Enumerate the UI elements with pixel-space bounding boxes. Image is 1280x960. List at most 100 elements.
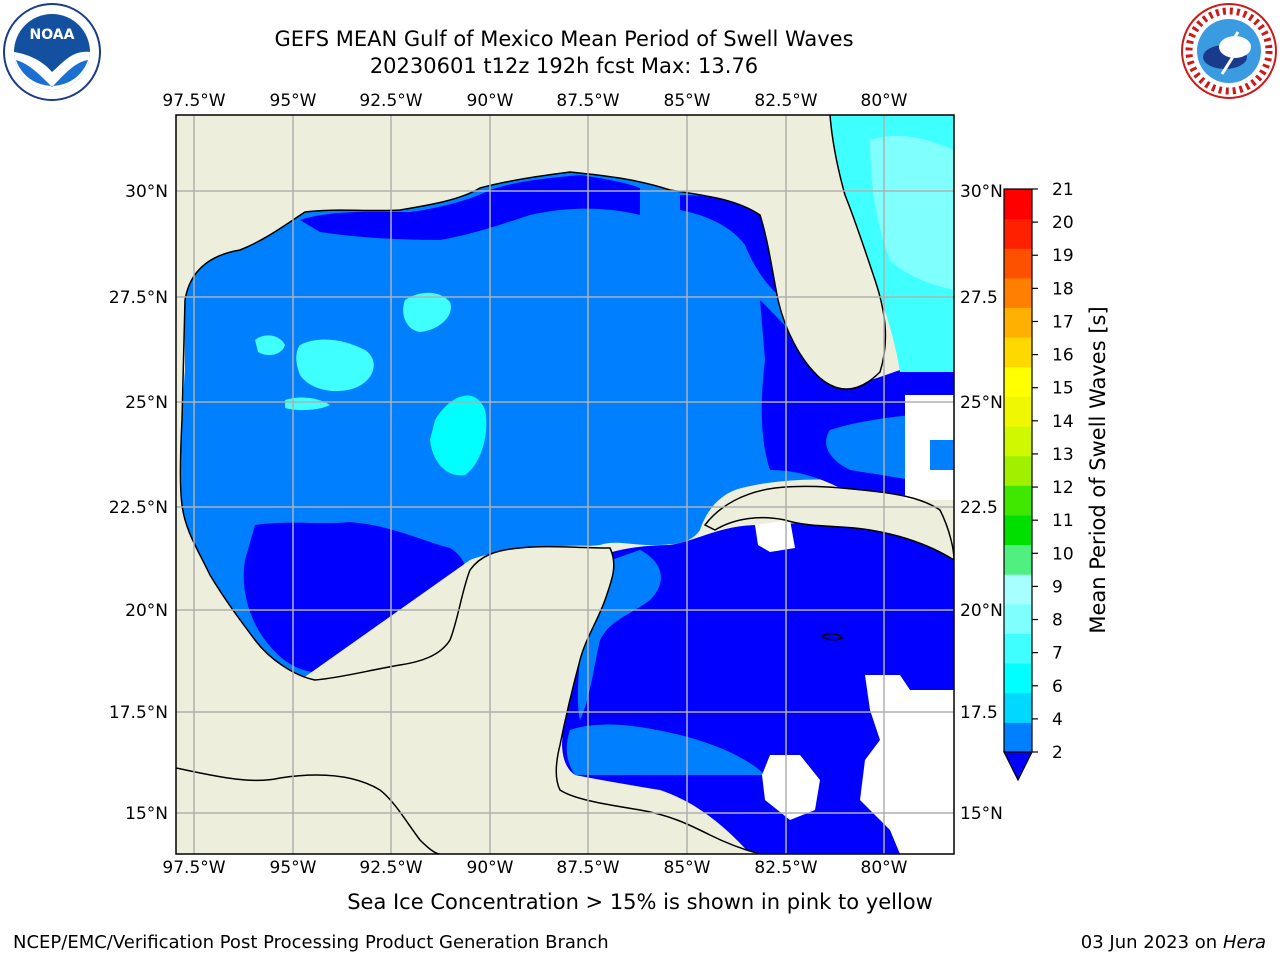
gulf-cyan-patch-1: [296, 339, 374, 392]
coastline-jamaica: [820, 633, 844, 641]
white-missing-area-3: [755, 520, 795, 552]
sea-ice-note: Sea Ice Concentration > 15% is shown in …: [347, 890, 933, 914]
lat-label-right: 15°N: [960, 804, 1003, 824]
colorbar-segment: [1004, 307, 1032, 338]
cuba-land: [705, 486, 954, 560]
colorbar-segment: [1004, 663, 1032, 694]
lon-label-bottom: 95°W: [270, 858, 317, 878]
lon-label-top: 92.5°W: [359, 91, 422, 111]
colorbar-segment: [1004, 337, 1032, 368]
coastline-pacific: [176, 767, 441, 854]
colorbar-tick-label: 15: [1052, 379, 1074, 399]
lat-label-right: 22.5: [960, 498, 998, 518]
map-subtitle: 20230601 t12z 192h fcst Max: 13.76: [369, 54, 759, 78]
lat-label-left: 17.5°N: [109, 703, 168, 723]
colorbar-tick-label: 11: [1052, 511, 1074, 531]
colorbar-segment: [1004, 603, 1032, 634]
lat-label-left: 15°N: [125, 804, 168, 824]
lon-label-top: 95°W: [270, 91, 317, 111]
colorbar-segment: [1004, 277, 1032, 309]
colorbar: 2 4 6 7 8 9 10 11 12 13 14 15 16 17 18 19 20 21: [1003, 180, 1074, 782]
colorbar-tick-label: 19: [1052, 246, 1074, 266]
gulf-cyan-patch-4: [255, 335, 285, 356]
bahamas-white-area: [905, 395, 954, 500]
colorbar-segment: [1004, 426, 1032, 457]
nws-logo-icon: [1181, 3, 1277, 99]
lon-label-bottom: 92.5°W: [359, 858, 422, 878]
colorbar-tick-label: 6: [1052, 677, 1063, 697]
colorbar-segment: [1004, 248, 1032, 279]
northeast-shelf-dark: [680, 195, 785, 300]
map-plot-area: [176, 115, 954, 854]
colorbar-segment: [1004, 485, 1032, 516]
colorbar-label: Mean Period of Swell Waves [s]: [1086, 306, 1110, 633]
lat-label-right: 17.5: [960, 703, 998, 723]
colorbar-tick-label: 17: [1052, 312, 1074, 332]
gulf-cyan-patch-3: [403, 292, 451, 332]
lat-label-left: 20°N: [125, 601, 168, 621]
colorbar-tick-label: 20: [1052, 213, 1074, 233]
lon-label-bottom: 87.5°W: [556, 858, 619, 878]
coastline-us: [184, 115, 887, 390]
lat-label-right: 30°N: [960, 182, 1003, 202]
coastline-cuba: [703, 485, 954, 561]
lon-label-top: 97.5°W: [162, 91, 225, 111]
colorbar-segment: [1004, 633, 1032, 664]
colorbar-tick-label: 13: [1052, 445, 1074, 465]
colorbar-segment: [1004, 514, 1032, 546]
colorbar-segment: [1004, 218, 1032, 249]
lat-label-left: 25°N: [125, 393, 168, 413]
colorbar-tick-label: 10: [1052, 544, 1074, 564]
colorbar-segment: [1004, 396, 1032, 427]
us-gulf-coast-land: [176, 115, 886, 390]
lon-label-top: 90°W: [467, 91, 514, 111]
colorbar-tick-label: 18: [1052, 279, 1074, 299]
colorbar-tick-label: 16: [1052, 346, 1074, 366]
lon-label-bottom: 97.5°W: [162, 858, 225, 878]
yucatan-land: [176, 545, 760, 854]
coastline-mexico: [179, 299, 761, 854]
lat-label-left: 22.5°N: [109, 498, 168, 518]
colorbar-segment: [1004, 574, 1032, 605]
white-missing-area-2: [762, 755, 820, 820]
colorbar-tick-label: 12: [1052, 478, 1074, 498]
colorbar-tick-label: 7: [1052, 644, 1063, 664]
colorbar-segment: [1004, 692, 1032, 723]
lon-label-top: 85°W: [664, 91, 711, 111]
colorbar-tick-label: 9: [1052, 577, 1063, 597]
footer-credit: NCEP/EMC/Verification Post Processing Pr…: [13, 932, 609, 953]
colorbar-extend-triangle: [1003, 751, 1033, 782]
footer-date-text: 03 Jun 2023 on: [1080, 932, 1218, 953]
colorbar-segment: [1004, 455, 1032, 486]
colorbar-tick-label: 4: [1052, 710, 1063, 730]
lon-label-bottom: 90°W: [467, 858, 514, 878]
lon-label-bottom: 80°W: [861, 858, 908, 878]
lat-label-left: 27.5°N: [109, 288, 168, 308]
footer-date: 03 Jun 2023 on Hera: [1081, 932, 1266, 953]
lon-label-bottom: 85°W: [664, 858, 711, 878]
gulf-cyan-patch-5: [285, 397, 330, 411]
gulf-cyan-patch-2: [430, 395, 487, 476]
colorbar-segment: [1004, 722, 1032, 753]
colorbar-segment: [1004, 189, 1032, 220]
colorbar-segment: [1004, 544, 1032, 575]
colorbar-tick-label: 2: [1052, 743, 1063, 763]
footer-host: Hera: [1222, 932, 1266, 953]
atlantic-lightcyan-field: [870, 135, 954, 290]
colorbar-tick-label: 21: [1052, 180, 1074, 200]
lat-label-right: 27.5: [960, 288, 998, 308]
noaa-logo-icon: NOAA: [3, 3, 101, 101]
map-frame: [175, 114, 955, 855]
colorbar-tick-label: 8: [1052, 611, 1063, 631]
lon-label-top: 82.5°W: [754, 91, 817, 111]
lat-label-right: 20°N: [960, 601, 1003, 621]
lon-label-bottom: 82.5°W: [754, 858, 817, 878]
lat-label-right: 25°N: [960, 393, 1003, 413]
colorbar-tick-label: 14: [1052, 412, 1074, 432]
caribbean-south-light: [566, 724, 765, 775]
map-title: GEFS MEAN Gulf of Mexico Mean Period of …: [274, 27, 854, 51]
lon-label-top: 87.5°W: [556, 91, 619, 111]
mexico-gulf-coast-land: [176, 115, 600, 854]
colorbar-frame: [1003, 188, 1033, 753]
